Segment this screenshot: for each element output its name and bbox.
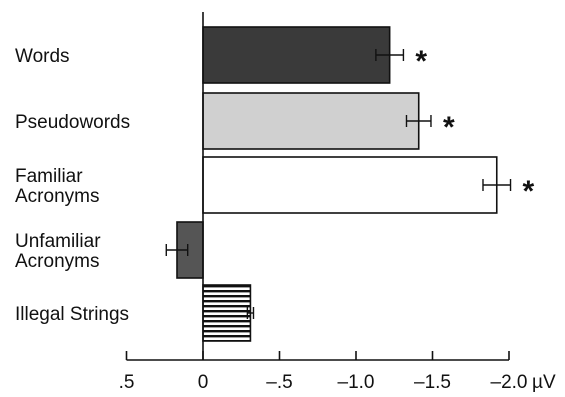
category-label: Unfamiliar Acronyms bbox=[15, 231, 101, 272]
x-tick-label: 0 bbox=[198, 372, 209, 393]
significance-marker: * bbox=[523, 175, 535, 208]
significance-marker: * bbox=[443, 111, 455, 144]
x-axis: .5 0 –.5 –1.0 –1.5 –2.0 µV bbox=[119, 12, 556, 393]
x-tick-label: –.5 bbox=[266, 372, 292, 393]
bar bbox=[202, 284, 252, 342]
bar bbox=[202, 92, 420, 150]
category-label: Illegal Strings bbox=[15, 304, 129, 325]
x-tick-label: –1.0 bbox=[338, 372, 375, 393]
x-unit-label: µV bbox=[532, 372, 556, 393]
error-bar bbox=[405, 115, 432, 127]
x-tick-label: –2.0 bbox=[491, 372, 528, 393]
bar bbox=[202, 156, 498, 214]
category-labels: Words Pseudowords Familiar Acronyms Unfamili… bbox=[15, 46, 130, 325]
category-label: Pseudowords bbox=[15, 112, 130, 133]
category-label: Familiar Acronyms bbox=[15, 166, 99, 207]
significance-marker: * bbox=[415, 45, 427, 78]
x-tick-label: .5 bbox=[119, 372, 135, 393]
error-bar bbox=[482, 179, 512, 191]
bar bbox=[202, 26, 391, 84]
error-bar bbox=[165, 244, 189, 256]
error-bar bbox=[246, 307, 255, 319]
x-tick-label: –1.5 bbox=[414, 372, 451, 393]
category-label: Words bbox=[15, 46, 70, 67]
error-bar bbox=[375, 49, 405, 61]
bars-layer: * * * bbox=[165, 26, 535, 342]
